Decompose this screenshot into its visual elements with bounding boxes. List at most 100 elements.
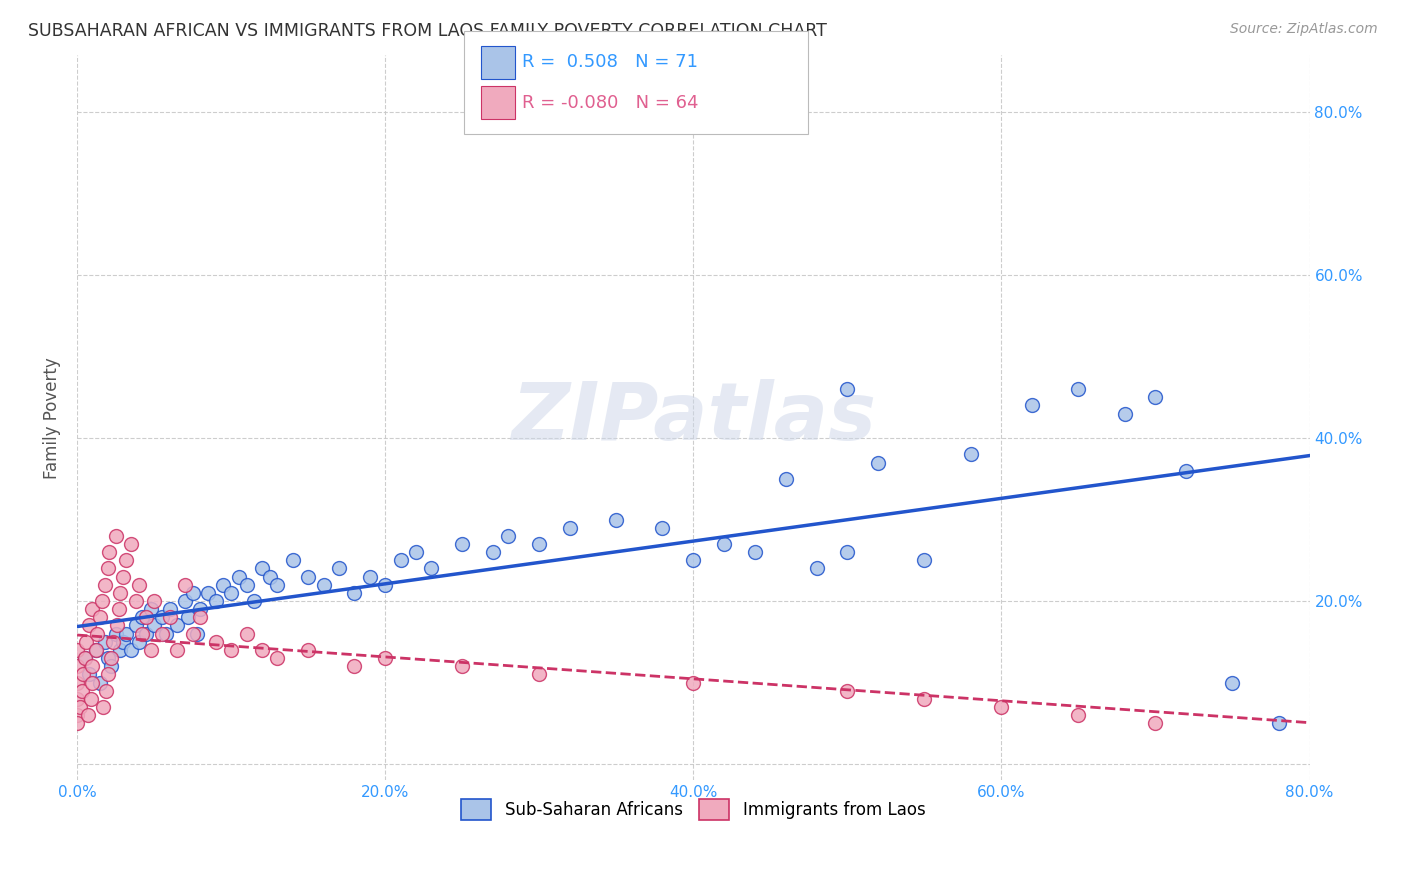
Point [197, 586, 219, 600]
Point [159, 602, 181, 616]
Point [451, 537, 474, 551]
Point [682, 553, 704, 567]
Point [235, 578, 257, 592]
Point [139, 602, 162, 616]
Point [89, 610, 111, 624]
Point [89, 675, 111, 690]
Point [86, 626, 108, 640]
Point [94, 578, 117, 592]
Point [112, 634, 135, 648]
Point [72, 667, 94, 681]
Point [235, 626, 257, 640]
Point [91, 700, 114, 714]
Point [868, 456, 890, 470]
Point [713, 537, 735, 551]
Point [204, 594, 226, 608]
Point [374, 578, 396, 592]
Point [82, 659, 104, 673]
Point [959, 447, 981, 461]
Point [605, 512, 627, 526]
Point [159, 610, 181, 624]
Point [124, 618, 146, 632]
Point [101, 634, 124, 648]
Point [128, 634, 150, 648]
Point [651, 521, 673, 535]
Point [107, 602, 129, 616]
Point [104, 626, 127, 640]
Point [359, 569, 381, 583]
Point [498, 529, 520, 543]
Point [204, 634, 226, 648]
Point [837, 382, 859, 396]
Point [250, 643, 273, 657]
Point [69, 700, 91, 714]
Legend: Sub-Saharan Africans, Immigrants from Laos: Sub-Saharan Africans, Immigrants from La… [454, 793, 932, 826]
Point [1144, 716, 1167, 731]
Point [84, 643, 107, 657]
Point [139, 643, 162, 657]
Point [219, 643, 242, 657]
Point [1144, 390, 1167, 404]
Point [79, 618, 101, 632]
Point [66, 691, 89, 706]
Point [186, 626, 208, 640]
Point [343, 586, 366, 600]
Point [1067, 708, 1090, 723]
Point [97, 667, 120, 681]
Point [1175, 464, 1198, 478]
Point [94, 634, 117, 648]
Point [143, 594, 166, 608]
Point [174, 594, 197, 608]
Point [775, 472, 797, 486]
Point [529, 667, 551, 681]
Point [529, 537, 551, 551]
Point [112, 569, 135, 583]
Point [250, 561, 273, 575]
Point [131, 610, 153, 624]
Point [66, 716, 89, 731]
Point [281, 553, 304, 567]
Text: SUBSAHARAN AFRICAN VS IMMIGRANTS FROM LAOS FAMILY POVERTY CORRELATION CHART: SUBSAHARAN AFRICAN VS IMMIGRANTS FROM LA… [28, 22, 827, 40]
Point [1222, 675, 1244, 690]
Point [124, 594, 146, 608]
Point [131, 626, 153, 640]
Point [420, 561, 443, 575]
Point [1114, 407, 1136, 421]
Point [135, 626, 157, 640]
Point [120, 643, 142, 657]
Point [80, 691, 103, 706]
Point [912, 691, 935, 706]
Point [405, 545, 427, 559]
Point [266, 578, 288, 592]
Point [1267, 716, 1289, 731]
Point [98, 545, 121, 559]
Point [100, 659, 122, 673]
Point [135, 610, 157, 624]
Point [174, 578, 197, 592]
Point [837, 545, 859, 559]
Point [912, 553, 935, 567]
Point [389, 553, 412, 567]
Point [66, 675, 89, 690]
Point [70, 683, 93, 698]
Point [259, 569, 281, 583]
Text: Source: ZipAtlas.com: Source: ZipAtlas.com [1230, 22, 1378, 37]
Point [806, 561, 828, 575]
Point [100, 651, 122, 665]
Point [181, 626, 204, 640]
Point [219, 586, 242, 600]
Point [110, 643, 132, 657]
Point [558, 521, 581, 535]
Point [188, 610, 211, 624]
Point [73, 651, 96, 665]
Point [181, 586, 204, 600]
Point [115, 553, 138, 567]
Point [143, 618, 166, 632]
Point [990, 700, 1012, 714]
Point [343, 659, 366, 673]
Point [110, 586, 132, 600]
Point [150, 626, 173, 640]
Point [1021, 399, 1043, 413]
Point [82, 675, 104, 690]
Point [682, 675, 704, 690]
